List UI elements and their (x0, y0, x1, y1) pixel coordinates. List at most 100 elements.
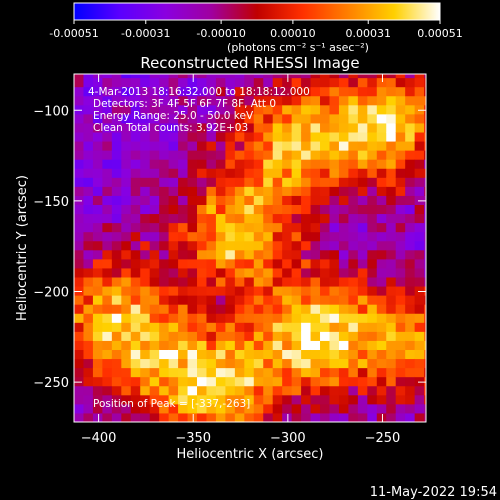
heatmap-cell (253, 385, 264, 396)
heatmap-cell (310, 240, 321, 251)
heatmap-cell (424, 412, 426, 422)
heatmap-cell (74, 267, 84, 278)
heatmap-cell (272, 113, 283, 124)
heatmap-cell (234, 394, 245, 405)
heatmap-cell (320, 132, 330, 142)
heatmap-cell (320, 295, 330, 305)
heatmap-cell (367, 204, 378, 215)
heatmap-cell (149, 177, 160, 187)
heatmap-cell (253, 132, 264, 142)
heatmap-cell (320, 358, 330, 369)
heatmap-cell (282, 358, 293, 369)
heatmap-cell (357, 403, 368, 414)
heatmap-cell (272, 168, 283, 178)
heatmap-cell (272, 159, 283, 169)
heatmap-cell (376, 213, 387, 224)
heatmap-cell (168, 322, 179, 332)
heatmap-cell (395, 150, 406, 160)
heatmap-cell (329, 150, 340, 160)
heatmap-cell (291, 204, 302, 215)
heatmap-cell (282, 322, 293, 332)
heatmap-cell (414, 141, 425, 151)
heatmap-cell (149, 168, 160, 178)
heatmap-cell (121, 249, 132, 260)
heatmap-cell (149, 231, 160, 242)
heatmap-cell (140, 204, 151, 215)
heatmap-cell (102, 195, 113, 205)
heatmap-cell (395, 358, 406, 369)
heatmap-cell (234, 340, 245, 350)
heatmap-cell (338, 150, 349, 160)
heatmap-cell (272, 258, 283, 269)
heatmap-cell (367, 367, 378, 378)
heatmap-cell (178, 77, 189, 88)
heatmap-cell (83, 313, 94, 323)
heatmap-cell (376, 295, 387, 305)
heatmap-cell (197, 113, 207, 124)
heatmap-cell (376, 150, 387, 160)
heatmap-cell (301, 340, 312, 350)
heatmap-cell (244, 295, 255, 305)
heatmap-cell (386, 304, 397, 314)
heatmap-cell (405, 277, 416, 287)
heatmap-cell (301, 258, 312, 269)
heatmap-cell (206, 186, 217, 196)
heatmap-cell (376, 104, 387, 115)
heatmap-cell (168, 77, 179, 88)
heatmap-cell (130, 267, 141, 278)
heatmap-cell (253, 122, 264, 133)
heatmap-cell (253, 249, 264, 260)
heatmap-cell (149, 132, 160, 142)
heatmap-cell (291, 168, 302, 178)
heatmap-cell (83, 367, 94, 378)
heatmap-cell (414, 204, 425, 215)
heatmap-cell (140, 74, 151, 79)
heatmap-cell (424, 277, 426, 287)
heatmap-cell (102, 403, 113, 414)
heatmap-cell (386, 222, 397, 233)
heatmap-cell (121, 394, 132, 405)
heatmap-cell (140, 231, 151, 242)
heatmap-cell (187, 403, 198, 414)
heatmap-cell (74, 412, 84, 422)
heatmap-cell (244, 113, 255, 124)
heatmap-cell (405, 412, 416, 422)
heatmap-cell (338, 104, 349, 115)
heatmap-cell (140, 340, 151, 350)
heatmap-cell (168, 412, 179, 422)
heatmap-cell (111, 141, 122, 151)
heatmap-cell (320, 213, 330, 224)
heatmap-cell (130, 231, 141, 242)
heatmap-cell (83, 231, 94, 242)
annotation-peak: Position of Peak = [-337,-263] (93, 398, 250, 410)
heatmap-cell (348, 222, 359, 233)
heatmap-cell (225, 258, 236, 269)
heatmap-cell (149, 204, 160, 215)
heatmap-cell (405, 403, 416, 414)
heatmap-cell (159, 267, 170, 278)
heatmap-cell (215, 159, 226, 169)
heatmap-cell (386, 358, 397, 369)
heatmap-cell (74, 376, 84, 387)
heatmap-cell (102, 376, 113, 387)
heatmap-cell (386, 340, 397, 350)
heatmap-cell (140, 95, 151, 106)
heatmap-cell (310, 313, 321, 323)
heatmap-cell (92, 340, 103, 350)
heatmap-cell (92, 385, 103, 396)
heatmap-cell (83, 150, 94, 160)
heatmap-cell (310, 186, 321, 196)
heatmap-cell (187, 394, 198, 405)
heatmap-cell (310, 277, 321, 287)
heatmap-cell (310, 159, 321, 169)
heatmap-cell (197, 231, 207, 242)
heatmap-cell (159, 403, 170, 414)
heatmap-cell (301, 313, 312, 323)
heatmap-cell (424, 340, 426, 350)
heatmap-cell (386, 231, 397, 242)
heatmap-cell (130, 403, 141, 414)
heatmap-cell (102, 240, 113, 251)
heatmap-cell (357, 331, 368, 341)
heatmap-cell (386, 132, 397, 142)
heatmap-cell (395, 213, 406, 224)
